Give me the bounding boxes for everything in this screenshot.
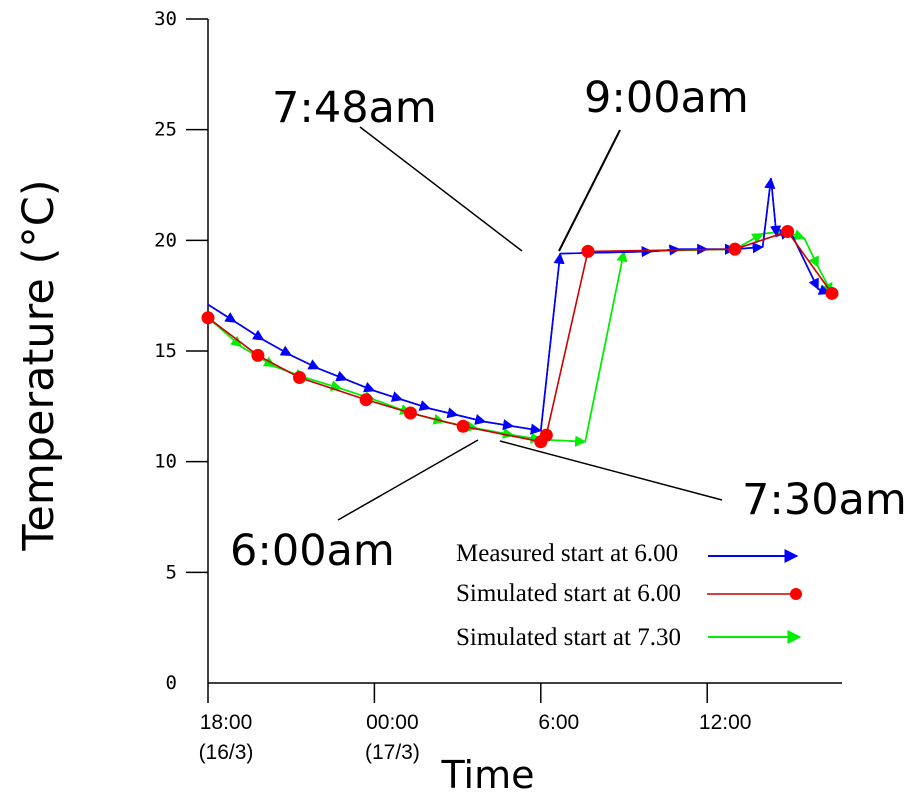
annotation-600am: 6:00am xyxy=(230,526,395,576)
point-simulated-start-at-6-00-5 xyxy=(456,419,470,433)
x-tick-label-0: 18:00 xyxy=(200,711,253,734)
point-simulated-start-at-7-30-4 xyxy=(304,376,343,392)
y-tick-label-5: 5 xyxy=(166,561,177,583)
point-simulated-start-at-6-00-9 xyxy=(728,242,742,256)
x-axis-title: Time xyxy=(441,753,535,797)
series-line-simulated-start-at-6-00 xyxy=(207,230,833,443)
point-measured-start-at-6-00-19 xyxy=(761,177,776,248)
point-measured-start-at-6-00-13 xyxy=(540,252,565,431)
point-measured-start-at-6-00-3 xyxy=(263,339,293,357)
point-measured-start-at-6-00-6 xyxy=(346,379,376,393)
series-layer xyxy=(201,177,839,449)
legend-label-simulated-600: Simulated start at 6.00 xyxy=(456,580,681,607)
point-simulated-start-at-6-00-0 xyxy=(201,311,215,325)
point-measured-start-at-6-00-20 xyxy=(769,178,782,238)
legend: Measured start at 6.00 Simulated start a… xyxy=(456,540,802,651)
y-ticks: 0 5 10 15 20 25 30 xyxy=(154,8,208,694)
x-tick-label-2: 6:00 xyxy=(538,711,579,734)
point-measured-start-at-6-00-8 xyxy=(401,398,431,411)
point-measured-start-at-6-00-7 xyxy=(374,390,404,402)
point-measured-start-at-6-00-11 xyxy=(485,419,515,431)
annotation-leader-lines xyxy=(337,126,723,521)
point-simulated-start-at-6-00-2 xyxy=(293,371,307,385)
point-simulated-start-at-6-00-10 xyxy=(781,224,795,238)
point-simulated-start-at-6-00-7 xyxy=(539,428,553,442)
point-measured-start-at-6-00-12 xyxy=(512,423,542,435)
point-simulated-start-at-6-00-4 xyxy=(403,406,417,420)
legend-label-simulated-730: Simulated start at 7.30 xyxy=(456,624,681,651)
leader-line-600am xyxy=(337,439,479,521)
point-simulated-start-at-7-30-17 xyxy=(803,237,819,268)
x-tick-label-1: 00:00 xyxy=(366,711,419,734)
series-simulated-start-at-7-30 xyxy=(207,226,833,447)
x-tick-label-3: 12:00 xyxy=(699,711,752,734)
point-measured-start-at-6-00-10 xyxy=(457,414,487,425)
point-measured-start-at-6-00-9 xyxy=(429,407,459,419)
x-tick-sublabel-0: (16/3) xyxy=(199,741,254,764)
annotations: 7:48am 9:00am 7:30am 6:00am xyxy=(230,73,907,576)
y-tick-label-20: 20 xyxy=(154,229,177,251)
series-measured-start-at-6-00 xyxy=(207,177,831,435)
point-simulated-start-at-6-00-11 xyxy=(825,286,839,300)
series-line-simulated-start-at-7-30 xyxy=(207,230,833,443)
y-tick-label-0: 0 xyxy=(166,672,177,694)
leader-line-900am xyxy=(558,129,621,252)
point-measured-start-at-6-00-14 xyxy=(560,246,653,258)
point-simulated-start-at-7-30-12 xyxy=(584,250,628,442)
legend-marker-simulated-600 xyxy=(790,588,802,600)
leader-line-748am xyxy=(359,126,523,252)
series-simulated-start-at-6-00 xyxy=(201,224,839,449)
x-ticks: 18:00 (16/3) 00:00 (17/3) 6:00 12:00 xyxy=(199,683,752,764)
y-tick-label-30: 30 xyxy=(154,8,177,30)
point-simulated-start-at-6-00-3 xyxy=(359,393,373,407)
y-tick-label-25: 25 xyxy=(154,119,177,141)
point-simulated-start-at-6-00-1 xyxy=(251,348,265,362)
point-measured-start-at-6-00-1 xyxy=(207,303,237,323)
point-simulated-start-at-6-00-8 xyxy=(581,244,595,258)
series-line-measured-start-at-6-00 xyxy=(207,178,830,432)
annotation-730am: 7:30am xyxy=(742,475,907,525)
point-measured-start-at-6-00-2 xyxy=(235,321,265,341)
x-tick-sublabel-1: (17/3) xyxy=(365,741,420,764)
y-tick-label-10: 10 xyxy=(154,451,177,473)
point-measured-start-at-6-00-5 xyxy=(318,367,348,382)
y-tick-label-15: 15 xyxy=(154,340,177,362)
annotation-748am: 7:48am xyxy=(272,83,437,133)
leader-line-730am xyxy=(499,440,723,501)
point-measured-start-at-6-00-4 xyxy=(290,354,320,370)
legend-label-measured: Measured start at 6.00 xyxy=(456,540,678,567)
annotation-900am: 9:00am xyxy=(584,73,749,123)
y-axis-title: Temperature (°C) xyxy=(14,179,64,551)
